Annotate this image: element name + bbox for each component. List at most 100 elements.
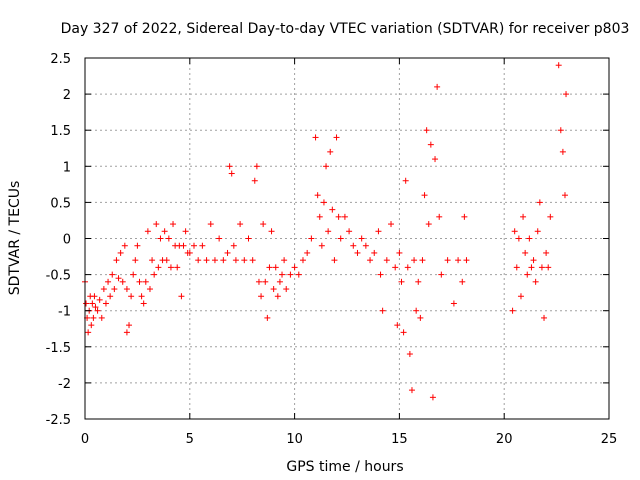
data-point [335, 213, 342, 220]
data-point [463, 257, 470, 264]
data-point [283, 286, 290, 293]
data-point [111, 286, 118, 293]
data-point [295, 271, 302, 278]
data-point [241, 257, 248, 264]
data-point [392, 264, 399, 271]
data-point [251, 177, 258, 184]
data-point [413, 307, 420, 314]
data-point [149, 257, 156, 264]
x-tick-label: 10 [286, 432, 303, 447]
data-point [291, 264, 298, 271]
x-tick-label: 20 [496, 432, 513, 447]
y-tick-label: -1 [58, 305, 71, 320]
data-point [388, 221, 395, 228]
data-point [258, 293, 265, 300]
data-point [320, 199, 327, 206]
data-point [146, 286, 153, 293]
data-point [427, 141, 434, 148]
data-point [341, 213, 348, 220]
data-point [113, 257, 120, 264]
data-point [323, 163, 330, 170]
data-point [333, 134, 340, 141]
data-point [83, 300, 90, 307]
data-point [195, 257, 202, 264]
data-point [153, 221, 160, 228]
data-point [346, 228, 353, 235]
data-point [379, 307, 386, 314]
y-tick-label: -1.5 [46, 341, 71, 356]
data-point [367, 257, 374, 264]
data-point [408, 387, 415, 394]
x-tick-label: 25 [601, 432, 618, 447]
data-point [276, 278, 283, 285]
data-point [559, 148, 566, 155]
data-point [455, 257, 462, 264]
data-point [421, 192, 428, 199]
data-point [511, 228, 518, 235]
data-point [358, 235, 365, 242]
data-point [174, 264, 181, 271]
y-tick-label: 1 [63, 160, 71, 175]
data-point [515, 235, 522, 242]
data-point [260, 221, 267, 228]
data-point [170, 221, 177, 228]
data-point [530, 257, 537, 264]
data-point [90, 314, 97, 321]
data-point [350, 242, 357, 249]
data-point [436, 213, 443, 220]
data-point [96, 296, 103, 303]
data-point [404, 264, 411, 271]
data-point [249, 257, 256, 264]
data-point [226, 163, 233, 170]
grid-lines [85, 58, 609, 419]
data-point [561, 192, 568, 199]
data-point [167, 264, 174, 271]
data-point [517, 293, 524, 300]
data-point [406, 351, 413, 358]
x-tick-labels: 0 5 10 15 20 25 [81, 432, 617, 447]
data-point [109, 271, 116, 278]
data-point [117, 249, 124, 256]
data-point [362, 242, 369, 249]
data-point [545, 264, 552, 271]
x-tick-label: 15 [391, 432, 408, 447]
data-point [522, 249, 529, 256]
data-point [92, 304, 99, 311]
data-point [264, 314, 271, 321]
data-point [107, 293, 114, 300]
data-point [255, 278, 262, 285]
data-point [272, 264, 279, 271]
data-point [419, 257, 426, 264]
data-point [186, 249, 193, 256]
data-point [138, 293, 145, 300]
data-point [538, 264, 545, 271]
data-point [557, 127, 564, 134]
data-point [140, 300, 147, 307]
data-point [132, 257, 139, 264]
data-point [520, 213, 527, 220]
data-point [459, 278, 466, 285]
data-point [102, 300, 109, 307]
data-point [563, 91, 570, 98]
data-point [155, 264, 162, 271]
y-tick-label: 2 [63, 88, 71, 103]
data-point [119, 278, 126, 285]
data-point [268, 228, 275, 235]
data-point [115, 275, 122, 282]
y-tick-label: -2 [58, 377, 71, 392]
data-point [237, 221, 244, 228]
data-point [528, 264, 535, 271]
data-point [461, 213, 468, 220]
y-tick-label: -0.5 [46, 269, 71, 284]
data-point [400, 329, 407, 336]
data-point [543, 249, 550, 256]
data-point [371, 249, 378, 256]
data-point [423, 127, 430, 134]
data-point [253, 163, 260, 170]
data-point [541, 314, 548, 321]
data-point [100, 286, 107, 293]
data-point [151, 271, 158, 278]
data-point [279, 271, 286, 278]
data-point [203, 257, 210, 264]
